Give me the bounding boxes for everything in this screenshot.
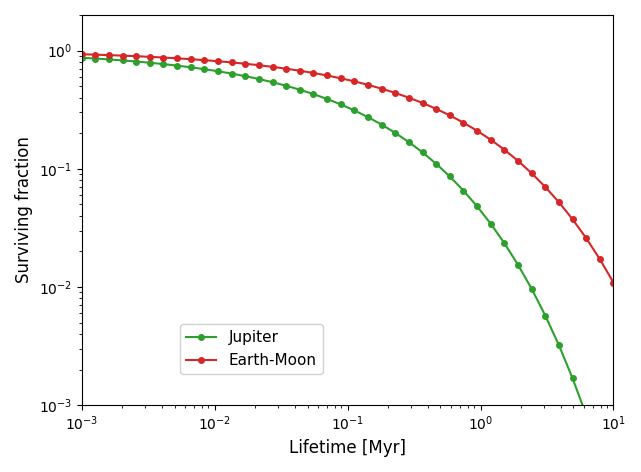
Jupiter: [569, 375, 576, 381]
Jupiter: [419, 150, 426, 155]
Earth-Moon: [92, 52, 99, 58]
Earth-Moon: [378, 86, 385, 92]
Jupiter: [214, 68, 222, 74]
Earth-Moon: [255, 62, 263, 68]
Jupiter: [173, 63, 181, 68]
Jupiter: [296, 87, 304, 93]
Earth-Moon: [528, 170, 535, 176]
Earth-Moon: [583, 236, 590, 241]
Jupiter: [583, 412, 590, 418]
Earth-Moon: [78, 51, 85, 57]
Jupiter: [132, 59, 140, 64]
Earth-Moon: [146, 54, 154, 59]
Earth-Moon: [351, 78, 358, 84]
Earth-Moon: [310, 70, 317, 76]
Earth-Moon: [242, 61, 249, 67]
Line: Jupiter: Jupiter: [79, 55, 616, 472]
Earth-Moon: [569, 217, 576, 222]
Jupiter: [310, 91, 317, 97]
Jupiter: [542, 313, 549, 319]
Earth-Moon: [514, 158, 522, 164]
Jupiter: [460, 188, 467, 194]
Jupiter: [501, 240, 508, 246]
Jupiter: [432, 161, 440, 167]
Jupiter: [323, 96, 331, 102]
Y-axis label: Surviving fraction: Surviving fraction: [15, 136, 33, 284]
Earth-Moon: [501, 147, 508, 152]
Earth-Moon: [323, 73, 331, 78]
Earth-Moon: [432, 106, 440, 112]
Earth-Moon: [119, 53, 126, 59]
Earth-Moon: [392, 90, 399, 96]
Jupiter: [78, 55, 85, 60]
Jupiter: [555, 342, 563, 348]
Earth-Moon: [446, 112, 454, 118]
X-axis label: Lifetime [Myr]: Lifetime [Myr]: [289, 439, 406, 457]
Jupiter: [596, 453, 604, 459]
Earth-Moon: [555, 199, 563, 205]
Jupiter: [378, 122, 385, 127]
Jupiter: [405, 139, 413, 145]
Earth-Moon: [187, 56, 194, 62]
Earth-Moon: [269, 64, 276, 70]
Earth-Moon: [610, 280, 617, 286]
Earth-Moon: [364, 82, 372, 88]
Earth-Moon: [405, 95, 413, 101]
Jupiter: [528, 286, 535, 292]
Jupiter: [514, 262, 522, 268]
Jupiter: [146, 60, 154, 66]
Earth-Moon: [460, 120, 467, 126]
Line: Earth-Moon: Earth-Moon: [79, 51, 616, 286]
Jupiter: [487, 221, 495, 227]
Earth-Moon: [487, 137, 495, 143]
Earth-Moon: [173, 56, 181, 61]
Earth-Moon: [132, 53, 140, 59]
Jupiter: [201, 67, 208, 72]
Earth-Moon: [473, 128, 481, 134]
Jupiter: [269, 79, 276, 85]
Earth-Moon: [282, 66, 290, 72]
Earth-Moon: [214, 59, 222, 64]
Earth-Moon: [105, 52, 113, 58]
Earth-Moon: [296, 68, 304, 74]
Jupiter: [364, 114, 372, 120]
Earth-Moon: [419, 100, 426, 106]
Jupiter: [187, 65, 194, 70]
Jupiter: [446, 174, 454, 179]
Jupiter: [392, 130, 399, 136]
Jupiter: [105, 57, 113, 62]
Earth-Moon: [160, 55, 167, 60]
Jupiter: [228, 71, 235, 76]
Jupiter: [282, 83, 290, 89]
Jupiter: [351, 108, 358, 113]
Jupiter: [473, 203, 481, 209]
Earth-Moon: [542, 184, 549, 190]
Earth-Moon: [228, 59, 235, 65]
Earth-Moon: [596, 256, 604, 262]
Legend: Jupiter, Earth-Moon: Jupiter, Earth-Moon: [179, 324, 322, 374]
Jupiter: [119, 58, 126, 63]
Jupiter: [242, 73, 249, 79]
Jupiter: [160, 61, 167, 67]
Jupiter: [92, 56, 99, 61]
Jupiter: [255, 76, 263, 82]
Earth-Moon: [201, 57, 208, 63]
Jupiter: [337, 101, 345, 107]
Earth-Moon: [337, 76, 345, 81]
